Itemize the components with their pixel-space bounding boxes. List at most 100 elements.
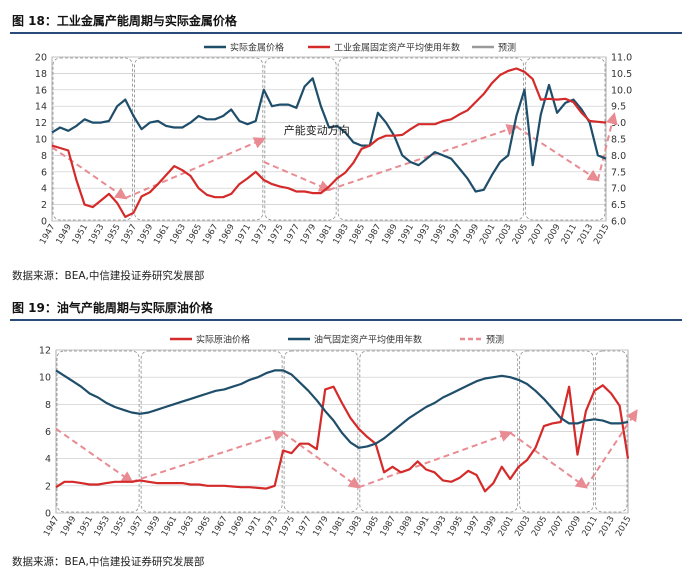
c0-direction-arrow [263, 161, 332, 192]
c1-x-tick: 1975 [278, 515, 297, 539]
c0-x-tick: 1971 [234, 223, 253, 247]
oil-chart: 0246810121947194919511953195519571959196… [39, 334, 638, 539]
c0-right-tick: 11.0 [611, 53, 632, 64]
c0-right-tick: 10.0 [611, 85, 632, 96]
c1-x-tick: 2001 [496, 515, 515, 539]
c0-right-tick: 7.0 [611, 184, 626, 195]
c0-x-tick: 1985 [348, 223, 367, 247]
c0-right-tick: 8.5 [611, 135, 626, 146]
c0-right-tick: 6.5 [611, 200, 626, 211]
c1-cycle-box [359, 350, 519, 513]
c1-x-tick: 1951 [76, 515, 95, 539]
c0-x-tick: 2009 [543, 223, 562, 247]
c1-direction-arrow [358, 430, 513, 489]
c0-x-tick: 1957 [120, 223, 139, 247]
c1-left-tick: 6 [45, 427, 51, 438]
c0-x-tick: 2007 [527, 223, 546, 247]
c1-x-tick: 1973 [261, 515, 280, 539]
c0-right-tick: 9.0 [611, 118, 626, 129]
c0-left-tick: 8 [41, 151, 47, 162]
c0-x-tick: 2013 [576, 223, 595, 247]
c1-left-tick: 2 [45, 481, 51, 492]
c0-right-tick: 7.5 [611, 167, 626, 178]
c1-left-tick: 0 [45, 509, 51, 520]
c0-x-tick: 1999 [462, 223, 481, 247]
c0-cycle-box [52, 57, 133, 221]
metal-chart: 0 2 4 6 8 10 12 14 16 18 20 6.0 6.5 7.0 7.5 8.0 8.5 9.0 9.… [35, 42, 632, 247]
c0-x-tick: 2003 [494, 223, 513, 247]
c1-x-tick: 1955 [109, 515, 128, 539]
c1-x-tick: 2005 [530, 515, 549, 539]
c0-x-tick: 1949 [54, 223, 73, 247]
c0-left-tick: 0 [41, 217, 47, 228]
c1-x-tick: 1983 [345, 515, 364, 539]
c0-x-tick: 1979 [299, 223, 318, 247]
c0-x-tick: 1991 [397, 223, 416, 247]
c1-left-tick: 8 [45, 400, 51, 411]
c0-x-tick: 1965 [185, 223, 204, 247]
c0-left-tick: 18 [35, 69, 47, 80]
c0-x-tick: 1993 [413, 223, 432, 247]
c0-legend-label: 实际金属价格 [230, 42, 284, 54]
c0-x-tick: 1973 [250, 223, 269, 247]
c1-x-tick: 1961 [160, 515, 179, 539]
c1-direction-arrow [55, 427, 134, 484]
c0-right-tick: 10.5 [611, 69, 632, 80]
c1-direction-arrow [131, 430, 286, 483]
c1-x-tick: 2007 [547, 515, 566, 539]
figure1-title-rule [10, 32, 682, 34]
c1-x-tick: 1989 [395, 515, 414, 539]
c0-direction-arrow [515, 125, 600, 182]
c0-left-tick: 6 [41, 167, 47, 178]
c0-x-tick: 2015 [592, 223, 611, 247]
c1-cycle-box [519, 350, 594, 513]
c0-direction-arrow [51, 146, 128, 200]
c1-x-tick: 2009 [564, 515, 583, 539]
figure2-source: 数据来源：BEA,中信建投证券研究发展部 [12, 556, 205, 568]
c0-x-tick: 1951 [71, 223, 90, 247]
c0-x-tick: 1989 [380, 223, 399, 247]
c0-left-tick: 4 [41, 184, 47, 195]
c0-x-tick: 1987 [364, 223, 383, 247]
c1-x-tick: 1949 [59, 515, 78, 539]
c1-x-tick: 1985 [362, 515, 381, 539]
c0-direction-arrow [124, 137, 267, 199]
c1-x-tick: 1995 [446, 515, 465, 539]
c0-cycle-box [134, 57, 264, 221]
c0-x-tick: 1995 [429, 223, 448, 247]
c1-x-tick: 1999 [480, 515, 499, 539]
c1-left-tick: 4 [45, 454, 51, 465]
c1-left-tick: 10 [39, 373, 51, 384]
c1-x-tick: 1991 [412, 515, 431, 539]
c0-direction-arrow [328, 124, 519, 191]
c0-right-tick: 9.5 [611, 102, 626, 113]
figure1-title: 图 18：工业金属产能周期与实际金属价格 [12, 14, 237, 28]
c0-x-tick: 1953 [87, 223, 106, 247]
c0-right-tick: 8.0 [611, 151, 626, 162]
c1-series-line-0 [55, 384, 630, 493]
c1-direction-arrow [585, 409, 638, 488]
c1-legend-label: 实际原油价格 [196, 334, 250, 346]
c0-x-tick: 2005 [511, 223, 530, 247]
c1-x-tick: 1967 [210, 515, 229, 539]
c1-direction-arrow [509, 432, 588, 489]
c1-x-tick: 1977 [294, 515, 313, 539]
c1-x-tick: 1987 [379, 515, 398, 539]
c1-series-line-1 [55, 369, 629, 449]
c0-x-tick: 1967 [201, 223, 220, 247]
c1-x-tick: 1981 [328, 515, 347, 539]
c0-annotation: 产能变动方向 [284, 123, 350, 137]
c0-series-line-0 [51, 77, 607, 193]
c0-cycle-box [525, 57, 606, 221]
c0-right-tick: 6.0 [611, 217, 626, 228]
c0-x-tick: 1981 [315, 223, 334, 247]
c0-x-tick: 1955 [103, 223, 122, 247]
figure2-title: 图 19：油气产能周期与实际原油价格 [12, 301, 213, 315]
figure1-source: 数据来源：BEA,中信建投证券研究发展部 [12, 270, 205, 282]
c1-x-tick: 1971 [244, 515, 263, 539]
c1-left-tick: 12 [39, 346, 51, 357]
c0-x-tick: 1963 [168, 223, 187, 247]
c0-x-tick: 2011 [560, 223, 579, 247]
c0-legend-label: 工业金属固定资产平均使用年数 [334, 42, 460, 54]
c1-x-tick: 1979 [311, 515, 330, 539]
